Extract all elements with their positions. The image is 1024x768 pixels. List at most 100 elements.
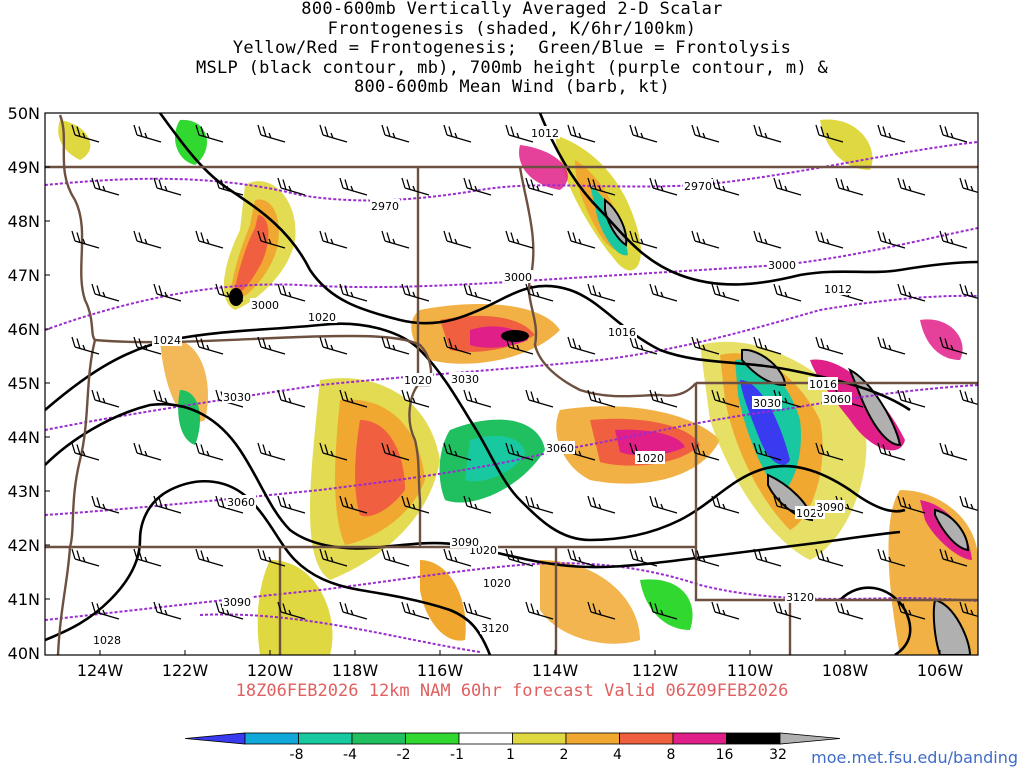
wind-barb — [91, 177, 120, 196]
wind-barb — [815, 442, 844, 461]
svg-text:1028: 1028 — [93, 634, 121, 647]
lon-label: 112W — [632, 661, 679, 680]
wind-barb — [897, 495, 926, 514]
svg-text:1024: 1024 — [153, 334, 181, 347]
colorbar-tick-label: 1 — [506, 747, 515, 763]
wind-barb — [939, 336, 968, 355]
wind-barb — [877, 230, 906, 249]
wind-barb — [629, 124, 658, 143]
wind-barb — [91, 601, 120, 620]
wind-barb — [753, 442, 782, 461]
colorbar-tick-label: -8 — [290, 747, 304, 763]
lat-label: 47N — [8, 266, 40, 285]
wind-barb — [153, 389, 182, 408]
lat-label: 49N — [8, 158, 40, 177]
wind-barb — [525, 177, 554, 196]
wind-barb — [71, 230, 100, 249]
wind-barb — [877, 336, 906, 355]
svg-text:3060: 3060 — [227, 496, 255, 509]
wind-barb — [215, 177, 244, 196]
wind-barb — [691, 548, 720, 567]
wind-barb — [711, 495, 740, 514]
latitude-axis: 50N 49N 48N 47N 46N 45N 44N 43N 42N 41N … — [8, 104, 40, 663]
wind-barb — [443, 230, 472, 249]
wind-barb — [939, 442, 968, 461]
svg-text:3060: 3060 — [823, 393, 851, 406]
height-label: 2970 — [683, 179, 713, 193]
wind-barb — [629, 230, 658, 249]
wind-barb — [567, 336, 596, 355]
svg-text:1020: 1020 — [636, 452, 664, 465]
wind-barb — [753, 230, 782, 249]
wind-barb — [195, 442, 224, 461]
lat-label: 48N — [8, 212, 40, 231]
wind-barb — [339, 495, 368, 514]
colorbar: -8 -4 -2 -1 1 2 4 8 16 32 — [184, 732, 841, 763]
wind-barb — [339, 283, 368, 302]
isobar-label: 1020 — [403, 373, 433, 387]
wind-barb — [195, 548, 224, 567]
lat-label: 43N — [8, 482, 40, 501]
wind-barb — [773, 495, 802, 514]
colorbar-swatch — [672, 732, 727, 745]
wind-barb — [91, 283, 120, 302]
svg-text:3090: 3090 — [451, 536, 479, 549]
height-label: 3030 — [752, 396, 782, 410]
wind-barb — [939, 124, 968, 143]
wind-barb — [71, 442, 100, 461]
svg-text:2970: 2970 — [684, 180, 712, 193]
longitude-axis: 124W 122W 120W 118W 116W 114W 112W 110W … — [77, 661, 964, 680]
wind-barb — [835, 601, 864, 620]
wind-barb — [959, 389, 978, 406]
wind-barb — [959, 177, 978, 194]
height-label: 2970 — [370, 199, 400, 213]
wind-barb — [319, 548, 348, 567]
lon-label: 118W — [332, 661, 379, 680]
svg-text:1016: 1016 — [608, 326, 636, 339]
wind-barb — [753, 124, 782, 143]
wind-barb — [567, 548, 596, 567]
source-credit-link[interactable]: moe.met.fsu.edu/banding — [811, 748, 1018, 767]
wind-barb — [525, 601, 554, 620]
wind-barb — [153, 495, 182, 514]
wind-barb — [401, 177, 430, 196]
lat-label: 41N — [8, 590, 40, 609]
isobar-label: 1020 — [482, 576, 512, 590]
wind-barb — [649, 495, 678, 514]
lon-ticks — [99, 650, 941, 655]
wind-barb — [381, 230, 410, 249]
colorbar-swatch — [458, 732, 513, 745]
lat-label: 40N — [8, 644, 40, 663]
wind-barb — [153, 283, 182, 302]
chart-title: 800-600mb Vertically Averaged 2-D Scalar… — [0, 0, 1024, 98]
wind-barb — [691, 124, 720, 143]
svg-text:1020: 1020 — [404, 374, 432, 387]
wind-barb — [505, 336, 534, 355]
isobar-label: 1020 — [307, 310, 337, 324]
svg-text:3030: 3030 — [451, 373, 479, 386]
wind-barb — [897, 283, 926, 302]
svg-text:2970: 2970 — [371, 200, 399, 213]
colorbar-swatch — [726, 732, 781, 745]
title-line-4: MSLP (black contour, mb), 700mb height (… — [195, 57, 829, 78]
colorbar-arrow-low — [184, 732, 246, 745]
wind-barb — [133, 442, 162, 461]
wind-barb — [153, 177, 182, 196]
wind-barb — [815, 124, 844, 143]
wind-barb — [773, 283, 802, 302]
svg-text:3000: 3000 — [504, 271, 532, 284]
wind-barbs — [71, 124, 978, 620]
svg-text:3000: 3000 — [251, 299, 279, 312]
wind-barb — [215, 495, 244, 514]
title-line-5: 800-600mb Mean Wind (barb, kt) — [353, 77, 671, 97]
wind-barb — [91, 389, 120, 408]
wind-barb — [877, 548, 906, 567]
colorbar-swatch — [565, 732, 620, 745]
wind-barb — [195, 336, 224, 355]
wind-barb — [897, 601, 926, 620]
map-content — [45, 113, 978, 655]
wind-barb — [91, 495, 120, 514]
wind-barb — [959, 495, 978, 512]
wind-barb — [215, 601, 244, 620]
isobar-label: 1012 — [530, 126, 560, 140]
